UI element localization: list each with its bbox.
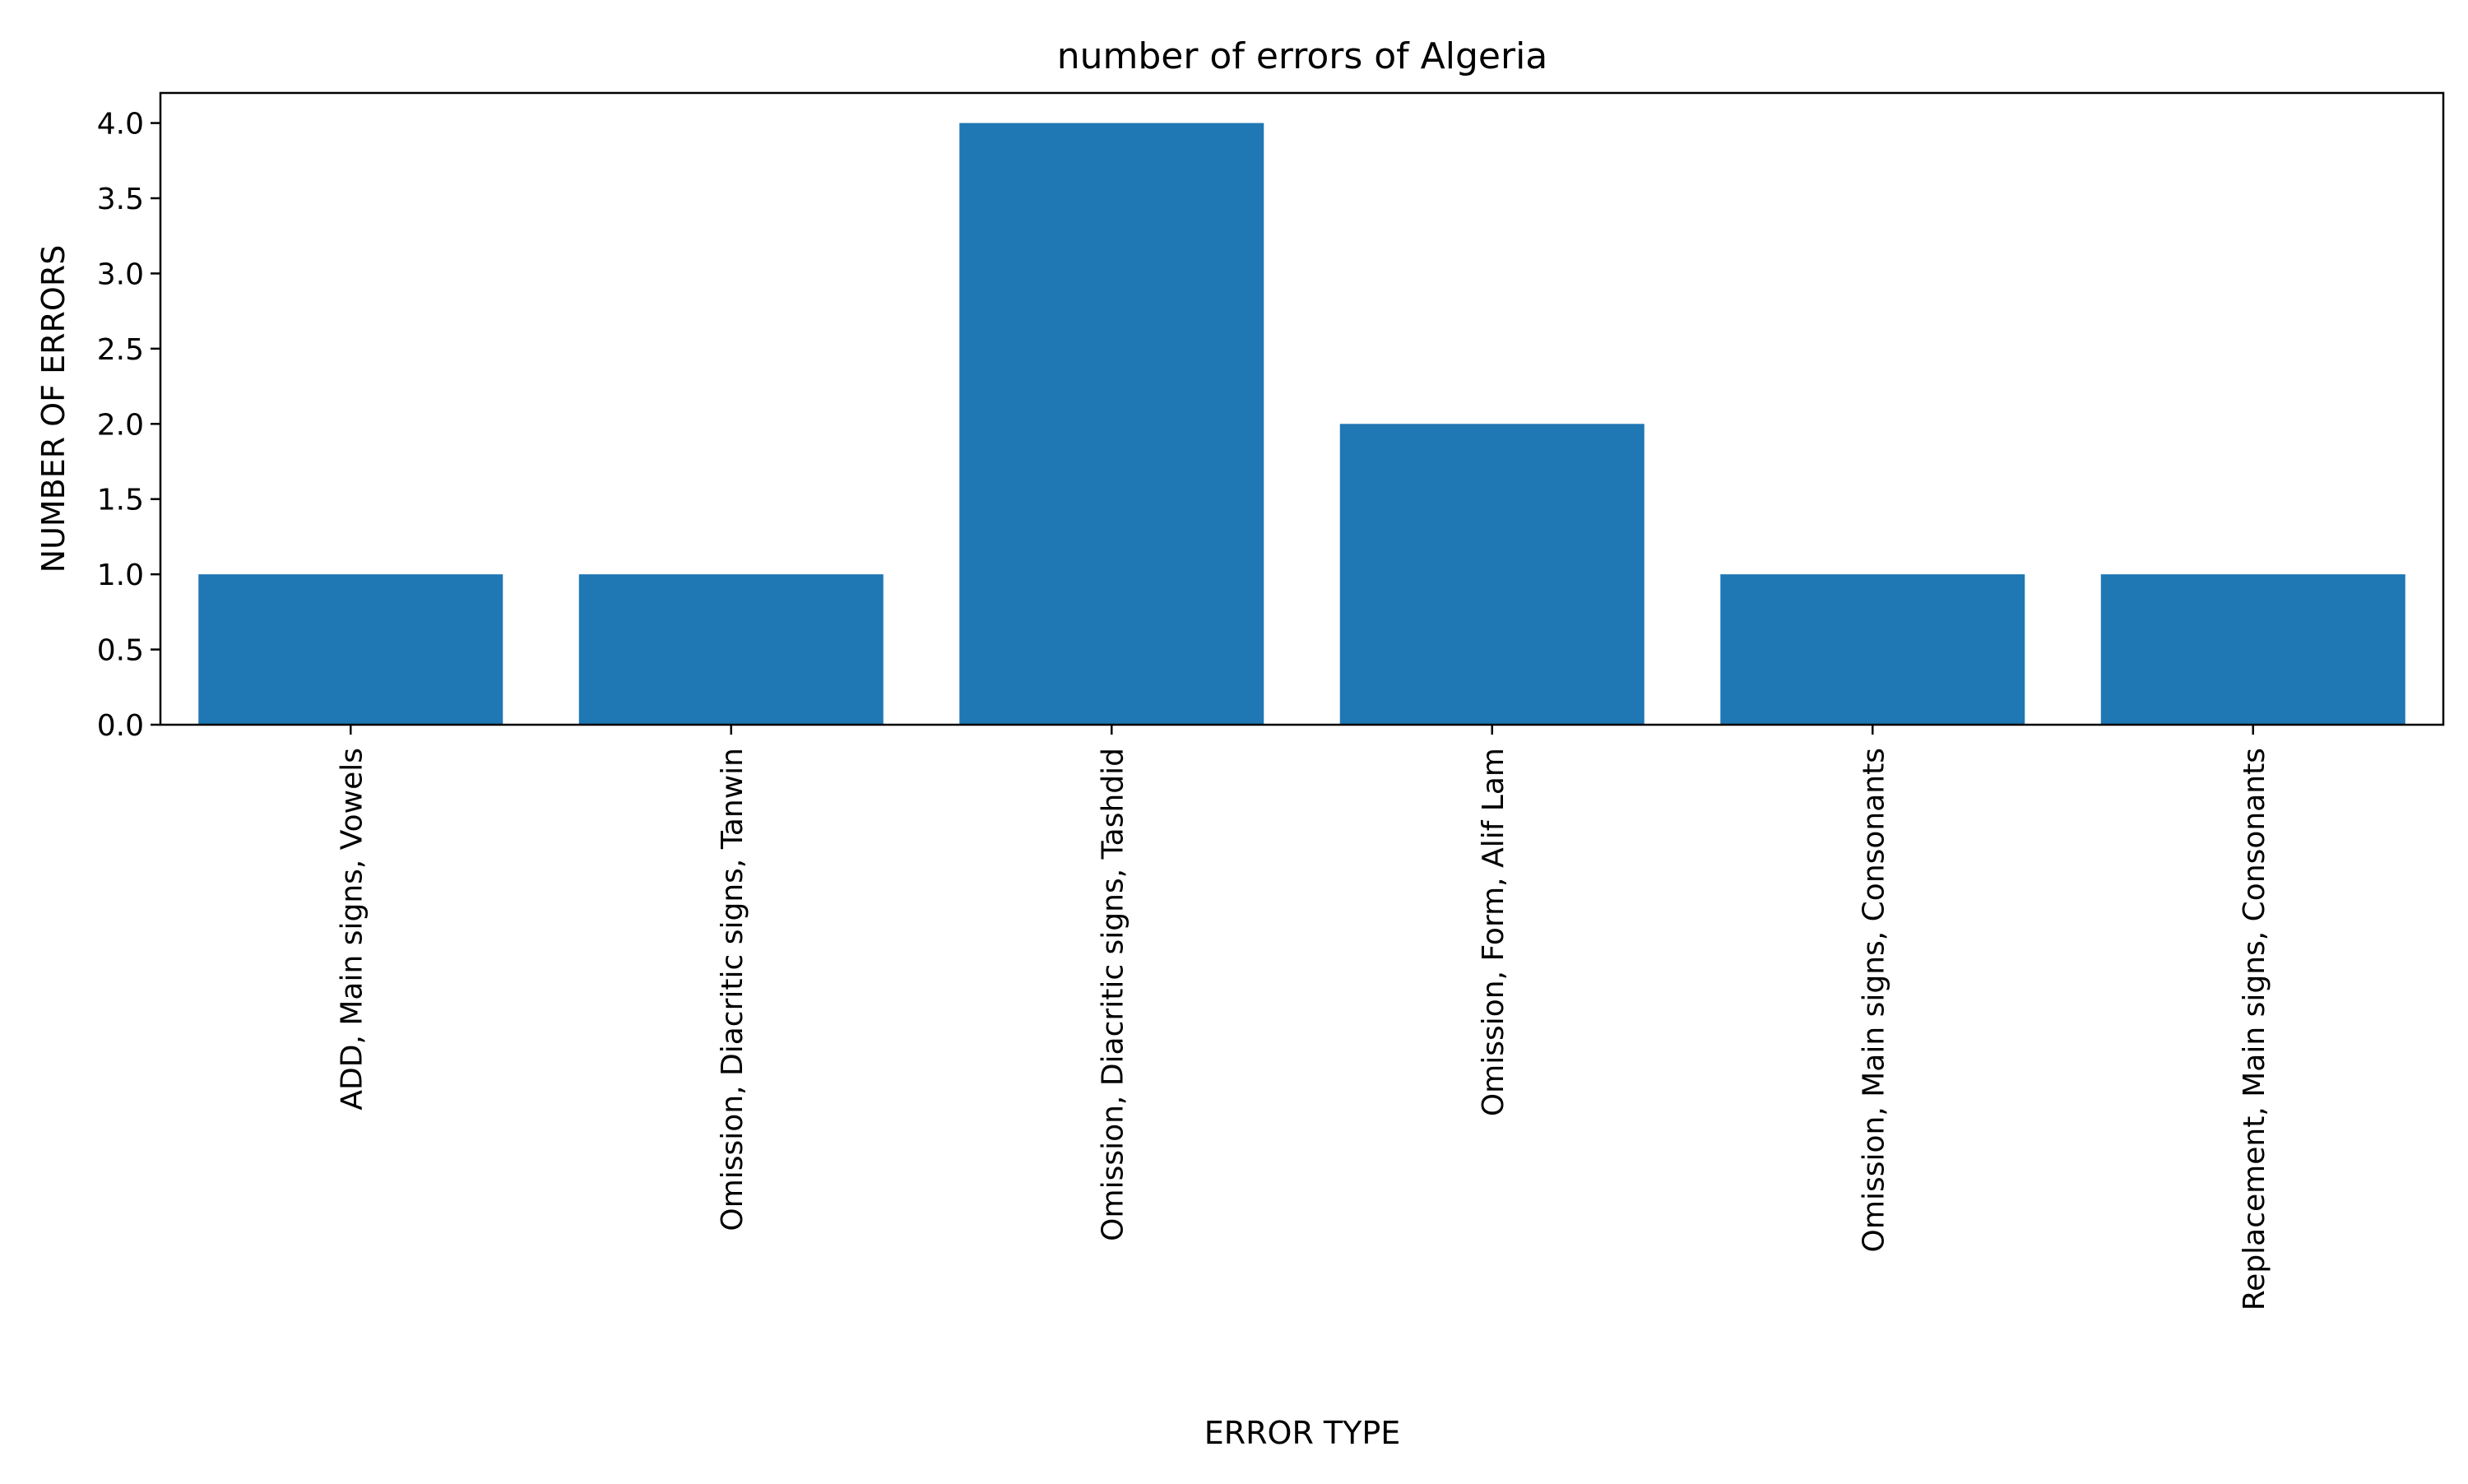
bar-5 xyxy=(2100,574,2405,725)
x-tick-label: Omission, Form, Alif Lam xyxy=(1477,748,1510,1116)
plot-frame xyxy=(159,91,2445,726)
y-tick-label: 1.0 xyxy=(97,559,144,592)
bar-2 xyxy=(959,123,1264,725)
bar-0 xyxy=(198,574,503,725)
x-tick-label: ADD, Main signs, Vowels xyxy=(335,748,369,1111)
y-tick-label: 3.5 xyxy=(97,183,144,216)
axes-layer: 0.0 0.5 1.0 1.5 2.0 2.5 3.0 3.5 4.0 ADD, Main sig… xyxy=(97,91,2445,1310)
y-tick-label: 1.5 xyxy=(97,484,144,517)
y-tick-label: 2.0 xyxy=(97,408,144,442)
y-tick-label: 0.5 xyxy=(97,634,144,668)
chart-title: number of errors of Algeria xyxy=(1057,35,1548,77)
bar-4 xyxy=(1720,574,2025,725)
y-tick-label: 2.5 xyxy=(97,333,144,367)
x-tick-label: Omission, Diacritic signs, Tanwin xyxy=(716,748,749,1231)
y-tick-label: 0.0 xyxy=(97,709,144,743)
y-axis-label: NUMBER OF ERRORS xyxy=(35,245,72,573)
x-tick-label: Omission, Main signs, Consonants xyxy=(1857,748,1890,1252)
bar-1 xyxy=(578,574,884,725)
bar-3 xyxy=(1339,424,1645,725)
x-tick-label: Replacement, Main signs, Consonants xyxy=(2238,748,2271,1310)
y-tick-label: 3.0 xyxy=(97,257,144,291)
bars-layer xyxy=(198,123,2405,725)
y-tick-label: 4.0 xyxy=(97,108,144,141)
x-tick-label: Omission, Diacritic signs, Tashdid xyxy=(1096,748,1130,1241)
x-axis-label: ERROR TYPE xyxy=(1204,1415,1401,1451)
